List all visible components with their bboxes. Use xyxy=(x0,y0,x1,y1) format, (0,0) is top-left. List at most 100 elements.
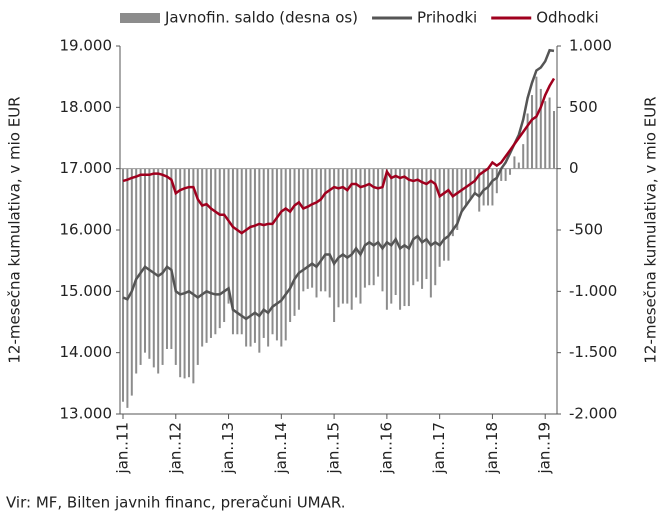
y2-tick-label: 0 xyxy=(569,159,579,177)
bar xyxy=(148,168,151,359)
bar xyxy=(421,168,424,289)
bar xyxy=(394,168,397,296)
x-tick-label: jan..13 xyxy=(219,422,237,475)
bar xyxy=(403,168,406,307)
bar xyxy=(289,168,292,322)
bar xyxy=(280,168,283,347)
line-series xyxy=(122,48,555,321)
bar xyxy=(531,95,534,169)
bar xyxy=(504,168,507,181)
bar xyxy=(315,168,318,298)
bar xyxy=(130,168,133,396)
y-tick-label: 13.000 xyxy=(60,405,113,423)
bar xyxy=(205,168,208,343)
bar xyxy=(491,168,494,206)
bar xyxy=(135,168,138,374)
bar xyxy=(390,168,393,304)
bar xyxy=(359,168,362,304)
x-tick-label: jan..11 xyxy=(114,422,132,475)
bar xyxy=(548,97,551,169)
bar xyxy=(368,168,371,286)
bar xyxy=(509,168,512,175)
y2-tick-label: -2.000 xyxy=(569,405,617,423)
bar xyxy=(434,168,437,286)
x-tick-label: jan..15 xyxy=(325,422,343,475)
y2-tick-label: 500 xyxy=(569,98,598,116)
y2-tick-label: 1.000 xyxy=(569,37,612,55)
bar xyxy=(337,168,340,308)
bar xyxy=(262,168,265,338)
bar xyxy=(174,168,177,365)
bar xyxy=(495,168,498,194)
line-series xyxy=(122,77,556,235)
bar xyxy=(381,168,384,292)
bar xyxy=(284,168,287,341)
x-tick-label: jan..16 xyxy=(377,422,395,475)
bar xyxy=(275,168,278,341)
bar xyxy=(267,168,270,347)
x-tick-label: jan..18 xyxy=(483,422,501,475)
bar xyxy=(456,168,459,230)
bar xyxy=(429,168,432,298)
legend-swatch xyxy=(120,13,160,23)
bar xyxy=(346,168,349,304)
bar xyxy=(553,111,555,169)
bar xyxy=(231,168,234,335)
bar xyxy=(245,168,248,347)
bar xyxy=(478,168,481,212)
bar xyxy=(412,168,415,286)
legend-label: Odhodki xyxy=(536,9,598,27)
bar xyxy=(447,168,450,261)
bar xyxy=(236,168,239,335)
bar xyxy=(187,168,190,378)
bar xyxy=(451,168,454,237)
bar xyxy=(324,168,327,292)
bar xyxy=(377,168,380,277)
y-tick-label: 19.000 xyxy=(60,37,113,55)
bar xyxy=(302,168,305,292)
bar xyxy=(126,168,129,408)
bar xyxy=(271,168,274,335)
y-tick-label: 17.000 xyxy=(60,159,113,177)
bar xyxy=(139,168,142,365)
bar xyxy=(227,168,230,304)
bar xyxy=(253,168,256,343)
bar xyxy=(201,168,204,347)
bar xyxy=(122,168,124,402)
y2-tick-label: -1.000 xyxy=(569,282,617,300)
y-axis-label: 12-mesečna kumulativa, v mio EUR xyxy=(6,96,24,363)
legend-label: Prihodki xyxy=(417,9,477,27)
bar xyxy=(157,168,160,374)
y-tick-label: 15.000 xyxy=(60,282,113,300)
bar xyxy=(319,168,322,292)
bar xyxy=(143,168,146,353)
bar xyxy=(214,168,217,335)
bar xyxy=(535,76,538,169)
bar xyxy=(240,168,243,335)
bar xyxy=(350,168,353,310)
bar xyxy=(500,168,503,181)
bar xyxy=(544,101,547,169)
x-tick-label: jan..19 xyxy=(536,422,554,475)
y2-tick-label: -500 xyxy=(569,221,603,239)
bar xyxy=(192,168,195,384)
bar xyxy=(517,162,520,169)
bar xyxy=(526,113,529,169)
bar xyxy=(209,168,212,338)
bar xyxy=(328,168,331,298)
bar xyxy=(152,168,155,368)
legend-label: Javnofin. saldo (desna os) xyxy=(164,9,358,27)
bar xyxy=(293,168,296,316)
bar xyxy=(407,168,410,307)
bar xyxy=(183,168,186,379)
bar xyxy=(372,168,375,286)
bar xyxy=(522,144,525,169)
bar xyxy=(165,168,168,349)
bar xyxy=(539,88,542,169)
bar xyxy=(385,168,388,310)
bar xyxy=(258,168,261,353)
y-tick-label: 16.000 xyxy=(60,221,113,239)
y-tick-label: 18.000 xyxy=(60,98,113,116)
bar xyxy=(341,168,344,304)
y-tick-label: 14.000 xyxy=(60,343,113,361)
